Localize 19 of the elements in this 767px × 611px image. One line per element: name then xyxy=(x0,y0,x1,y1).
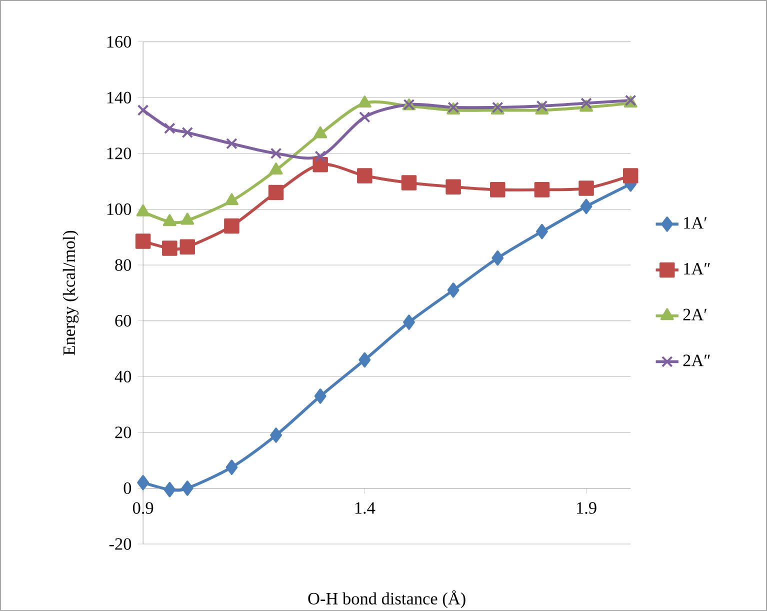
y-tick-label: 40 xyxy=(114,370,132,382)
x-axis-title: O-H bond distance (Å) xyxy=(308,590,466,608)
legend-label: 1A′ xyxy=(684,217,707,228)
legend-label: 2A″ xyxy=(683,354,710,366)
x-tick-label: 0.9 xyxy=(132,502,154,514)
legend-label: 1A″ xyxy=(684,262,710,274)
y-tick-label: 160 xyxy=(107,36,132,48)
y-axis-title: Energy (kcal/mol) xyxy=(62,230,79,356)
x-tick-label: 1.4 xyxy=(355,502,376,514)
y-tick-label: 60 xyxy=(115,314,132,327)
y-tick-label: 0 xyxy=(124,482,132,494)
y-tick-label: 100 xyxy=(107,203,132,215)
x-tick-label: 1.9 xyxy=(577,502,596,514)
y-tick-label: 140 xyxy=(107,92,132,104)
y-tick-label: 20 xyxy=(115,426,132,438)
y-tick-label: -20 xyxy=(109,538,132,550)
y-tick-label: 80 xyxy=(115,259,132,271)
y-tick-label: 120 xyxy=(107,148,132,160)
legend-label: 2A′ xyxy=(683,308,707,320)
